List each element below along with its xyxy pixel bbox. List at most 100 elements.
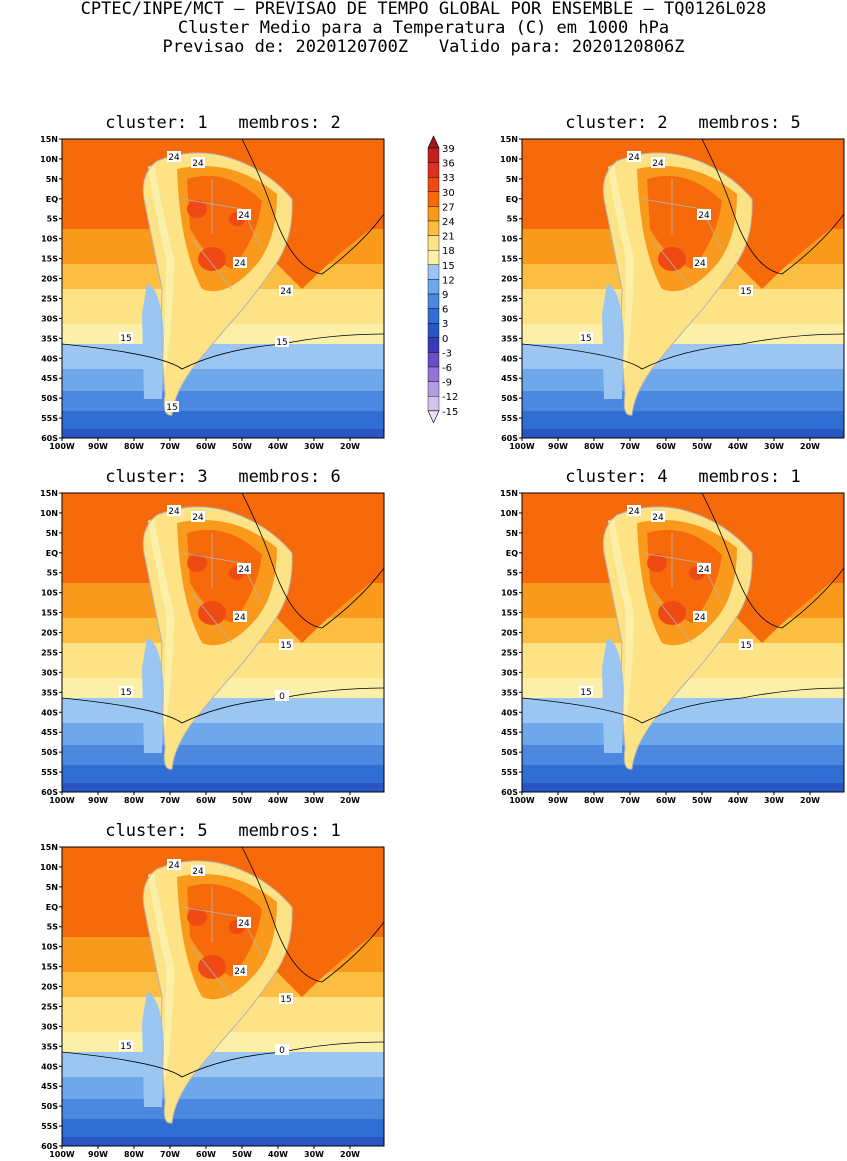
lon-tick-label: 100W [49, 796, 75, 805]
legend-swatch [427, 381, 440, 397]
lat-tick-label: 40S [501, 354, 518, 363]
lat-tick-label: 60S [501, 788, 518, 797]
contour-label: 15 [740, 641, 751, 651]
legend-swatch [427, 147, 440, 163]
legend-level-label: 39 [442, 144, 455, 155]
lat-tick-label: 50S [41, 1102, 58, 1111]
panel-4-title: cluster: 4 membros: 1 [565, 467, 801, 487]
lat-tick-label: 15S [501, 609, 518, 618]
legend-swatch [427, 264, 440, 280]
contour-label: 24 [238, 565, 250, 575]
lon-tick-label: 70W [160, 1150, 180, 1159]
lat-tick-label: 35S [501, 334, 518, 343]
contour-label: 24 [694, 613, 706, 623]
lon-tick-label: 30W [764, 796, 784, 805]
contour-label: 24 [234, 967, 246, 977]
lon-tick-label: 40W [728, 442, 748, 451]
header-line-3: Previsao de: 2020120700Z Valido para: 20… [162, 37, 685, 57]
contour-label: 24 [628, 153, 640, 163]
lat-tick-label: 10S [501, 235, 518, 244]
legend-swatch [427, 279, 440, 295]
lat-tick-label: 10S [501, 589, 518, 598]
legend-swatch [427, 162, 440, 178]
lon-tick-label: 50W [232, 796, 252, 805]
contour-label: 15 [740, 287, 751, 297]
lat-tick-label: 10S [41, 589, 58, 598]
legend-swatch [427, 293, 440, 309]
lat-tick-label: 25S [41, 1002, 58, 1011]
lon-tick-label: 30W [764, 442, 784, 451]
legend-level-label: -12 [442, 392, 458, 403]
legend-swatch [427, 177, 440, 193]
panel-5-title: cluster: 5 membros: 1 [105, 821, 341, 841]
lon-tick-label: 50W [692, 796, 712, 805]
lat-tick-label: 30S [501, 668, 518, 677]
lat-tick-label: 5S [507, 215, 519, 224]
lat-tick-label: 20S [41, 983, 58, 992]
lon-tick-label: 70W [620, 796, 640, 805]
lat-tick-label: 40S [41, 354, 58, 363]
panel-2-title: cluster: 2 membros: 5 [565, 113, 801, 133]
lon-tick-label: 20W [800, 442, 820, 451]
lon-tick-label: 80W [124, 442, 144, 451]
lat-tick-label: 10S [41, 235, 58, 244]
legend-swatch [427, 235, 440, 251]
lon-tick-label: 60W [656, 796, 676, 805]
lon-tick-label: 60W [196, 796, 216, 805]
lat-tick-label: 15N [500, 135, 518, 144]
legend-arrow-down [427, 410, 440, 424]
contour-label: 24 [192, 513, 204, 523]
lat-tick-label: 5N [46, 175, 58, 184]
contour-label: 24 [238, 211, 250, 221]
lon-tick-label: 60W [196, 1150, 216, 1159]
panel-1-map: 24 24 24 24 24 15 15 15 15N 10N 5N EQ 5S 10S 15S 20S 25S… [40, 135, 385, 451]
lon-tick-label: 70W [160, 442, 180, 451]
lon-tick-label: 90W [548, 796, 568, 805]
legend-level-label: 0 [442, 334, 448, 345]
lon-tick-label: 50W [692, 442, 712, 451]
lat-tick-label: 15N [40, 843, 58, 852]
lat-tick-label: 45S [501, 374, 518, 383]
lon-tick-label: 50W [232, 442, 252, 451]
lat-tick-label: 40S [41, 708, 58, 717]
lat-tick-label: 55S [41, 414, 58, 423]
lat-tick-label: EQ [506, 195, 518, 204]
legend-level-label: -15 [442, 407, 458, 418]
lat-tick-label: 45S [501, 728, 518, 737]
legend-level-label: 33 [442, 173, 455, 184]
lon-tick-label: 100W [509, 442, 535, 451]
lat-tick-label: 15S [41, 255, 58, 264]
contour-label: 24 [192, 159, 204, 169]
lat-tick-label: 35S [501, 688, 518, 697]
legend-level-label: 30 [442, 188, 455, 199]
contour-label: 24 [628, 507, 640, 517]
lat-tick-label: 35S [41, 334, 58, 343]
contour-label: 24 [698, 211, 710, 221]
lat-tick-label: 50S [41, 748, 58, 757]
lat-tick-label: EQ [506, 549, 518, 558]
lat-tick-label: 15S [501, 255, 518, 264]
lon-tick-label: 100W [49, 1150, 75, 1159]
lat-tick-label: 50S [501, 394, 518, 403]
lat-tick-label: EQ [46, 195, 58, 204]
lat-tick-label: 60S [501, 434, 518, 443]
contour-label: 24 [168, 507, 180, 517]
panel-3-title: cluster: 3 membros: 6 [105, 467, 341, 487]
contour-label: 24 [234, 259, 246, 269]
lat-tick-label: 55S [501, 768, 518, 777]
contour-label: 15 [280, 641, 291, 651]
legend-swatch [427, 206, 440, 222]
header-line-1: CPTEC/INPE/MCT – PREVISAO DE TEMPO GLOBA… [80, 0, 767, 19]
lat-tick-label: 50S [41, 394, 58, 403]
contour-label: 24 [652, 159, 664, 169]
legend-swatch [427, 352, 440, 368]
lon-tick-label: 30W [304, 796, 324, 805]
legend-swatch [427, 191, 440, 207]
lat-tick-label: 20S [501, 629, 518, 638]
contour-label: 24 [694, 259, 706, 269]
lon-tick-label: 80W [584, 796, 604, 805]
lat-tick-label: 5N [506, 529, 518, 538]
lon-tick-label: 70W [160, 796, 180, 805]
lat-tick-label: 30S [41, 314, 58, 323]
